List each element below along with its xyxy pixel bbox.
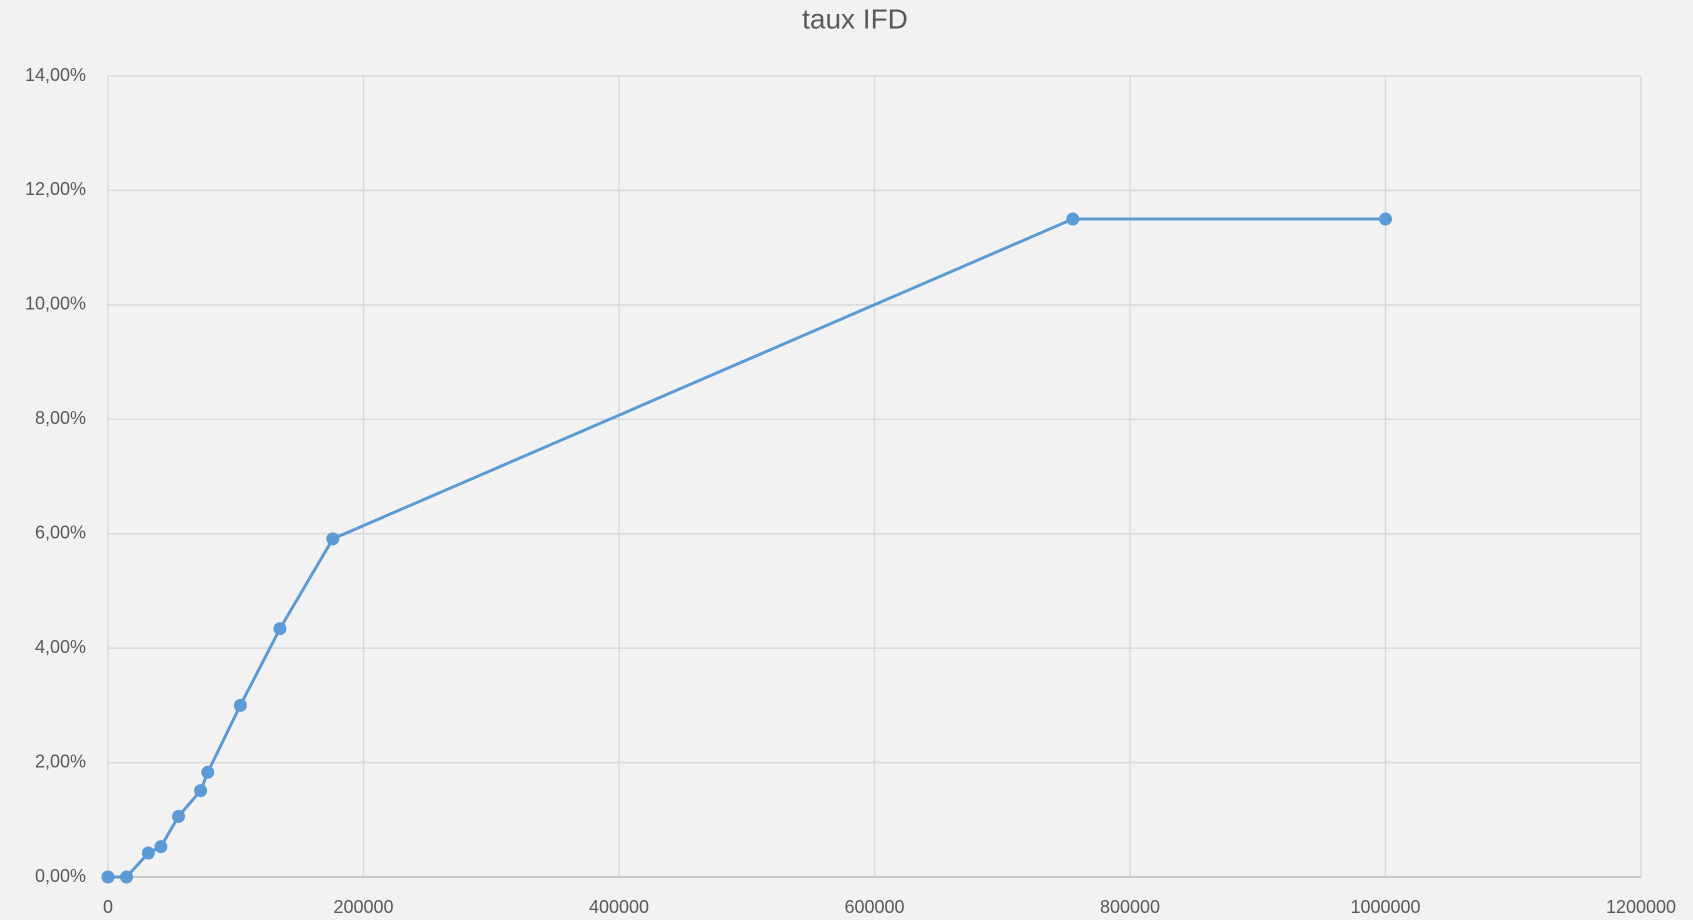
data-point	[1066, 212, 1080, 226]
y-tick-label: 8,00%	[35, 408, 86, 428]
data-point	[154, 840, 168, 854]
x-tick-label: 800000	[1100, 897, 1160, 917]
y-tick-label: 10,00%	[25, 294, 86, 314]
data-point	[233, 698, 247, 712]
y-tick-label: 2,00%	[35, 751, 86, 771]
data-point	[120, 870, 134, 884]
chart-title: taux IFD	[802, 3, 908, 34]
x-tick-label: 1000000	[1350, 897, 1420, 917]
data-point	[101, 870, 115, 884]
y-tick-label: 12,00%	[25, 179, 86, 199]
data-point	[326, 532, 340, 546]
y-tick-label: 6,00%	[35, 522, 86, 542]
data-point	[1379, 212, 1392, 226]
data-point	[194, 784, 208, 798]
data-point	[172, 809, 186, 823]
x-tick-label: 400000	[589, 897, 649, 917]
y-tick-label: 14,00%	[25, 65, 86, 85]
data-point	[201, 765, 215, 779]
x-tick-label: 0	[103, 897, 113, 917]
x-tick-label: 600000	[844, 897, 904, 917]
data-point	[273, 622, 287, 636]
y-tick-label: 4,00%	[35, 637, 86, 657]
y-tick-label: 0,00%	[35, 866, 86, 886]
x-tick-label: 200000	[333, 897, 393, 917]
data-point	[141, 846, 155, 860]
x-tick-label: 1200000	[1606, 897, 1676, 917]
